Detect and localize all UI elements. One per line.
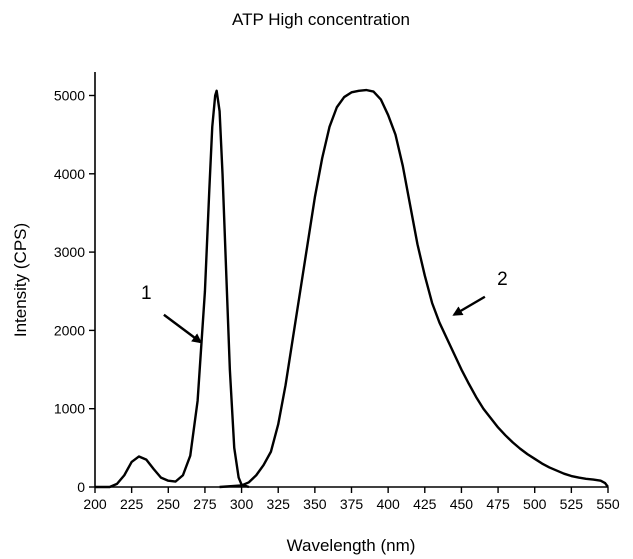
x-tick-label: 550: [596, 496, 620, 512]
annotation-arrow-1: [163, 313, 203, 344]
series-line-1: [95, 89, 250, 489]
x-tick-label: 375: [340, 496, 364, 512]
x-tick-label: 275: [193, 496, 217, 512]
y-tick-label: 4000: [54, 166, 85, 182]
y-axis-label: Intensity (CPS): [11, 223, 30, 337]
x-tick-label: 350: [303, 496, 327, 512]
annotation-label-1: 1: [141, 283, 152, 304]
y-tick-label: 3000: [54, 244, 85, 260]
y-tick-label: 0: [77, 479, 85, 495]
x-ticks: 200 225 250 275 300 325 350 375 400 425 450 475 500 5…: [83, 487, 620, 512]
y-tick-label: 2000: [54, 322, 85, 338]
y-ticks: 0 1000 2000 3000 4000 5000: [54, 87, 95, 495]
x-tick-label: 425: [413, 496, 437, 512]
x-tick-label: 200: [83, 496, 107, 512]
annotations-group: 12: [141, 269, 508, 344]
x-tick-label: 300: [230, 496, 254, 512]
x-tick-label: 250: [157, 496, 181, 512]
series-line-2: [219, 88, 609, 489]
x-tick-label: 450: [450, 496, 474, 512]
x-tick-label: 400: [376, 496, 400, 512]
y-tick-label: 1000: [54, 401, 85, 417]
x-tick-label: 325: [267, 496, 291, 512]
x-tick-label: 475: [486, 496, 510, 512]
chart-title: ATP High concentration: [232, 10, 410, 29]
series-group: [95, 88, 609, 489]
x-tick-label: 525: [560, 496, 584, 512]
x-axis-label: Wavelength (nm): [287, 536, 416, 555]
x-tick-label: 500: [523, 496, 547, 512]
axes: [94, 72, 608, 488]
annotation-arrow-2: [452, 295, 486, 316]
y-tick-label: 5000: [54, 87, 85, 103]
annotation-label-2: 2: [497, 269, 508, 290]
x-tick-label: 225: [120, 496, 144, 512]
